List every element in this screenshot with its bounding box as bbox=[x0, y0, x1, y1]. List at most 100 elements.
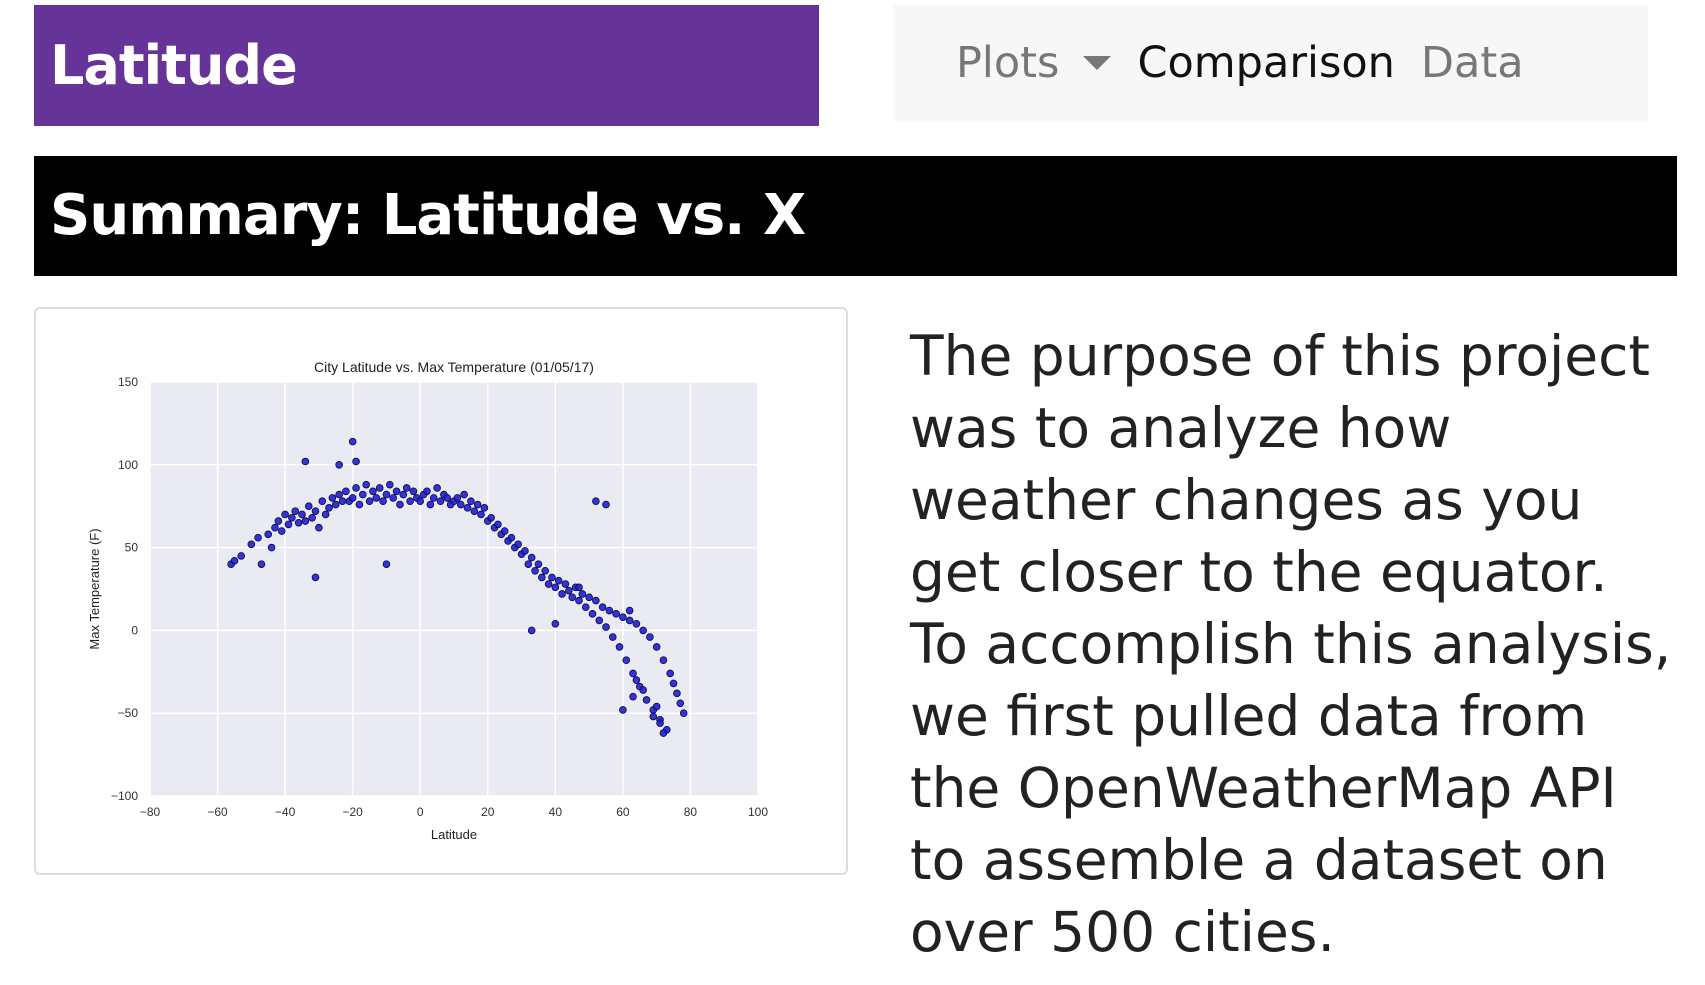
data-point bbox=[575, 583, 583, 592]
data-point bbox=[267, 543, 276, 552]
data-point bbox=[673, 689, 681, 698]
y-tick-label: −50 bbox=[118, 706, 139, 720]
data-point bbox=[392, 487, 401, 496]
data-point bbox=[585, 593, 593, 602]
data-point bbox=[358, 490, 367, 499]
data-point bbox=[291, 507, 300, 515]
data-point bbox=[467, 497, 475, 506]
chart-title: City Latitude vs. Max Temperature (01/05… bbox=[314, 359, 594, 375]
data-point bbox=[659, 656, 668, 665]
data-point bbox=[372, 494, 381, 502]
data-point bbox=[399, 490, 408, 499]
chart-card: −80 −60 −40 −20 0 20 40 60 80 100 150 100 50 0 −50 −100… bbox=[34, 307, 848, 875]
data-point bbox=[416, 497, 425, 506]
data-point bbox=[230, 557, 239, 565]
y-tick-label: −100 bbox=[111, 789, 138, 803]
nav-comparison-link[interactable]: Comparison bbox=[1137, 38, 1395, 88]
data-point bbox=[338, 497, 347, 506]
y-tick-label: 50 bbox=[125, 541, 139, 555]
data-point bbox=[382, 490, 391, 499]
data-point bbox=[619, 706, 627, 714]
data-point bbox=[622, 656, 631, 665]
brand-title[interactable]: Latitude bbox=[34, 5, 819, 126]
y-tick-label: 150 bbox=[118, 375, 138, 389]
data-point bbox=[514, 540, 522, 549]
data-point bbox=[456, 500, 465, 509]
data-point bbox=[315, 523, 323, 532]
data-point bbox=[426, 500, 435, 509]
data-point bbox=[453, 494, 462, 502]
data-point bbox=[331, 500, 340, 509]
data-point bbox=[669, 679, 678, 688]
data-point bbox=[527, 626, 536, 635]
data-point bbox=[460, 490, 468, 499]
data-point bbox=[304, 502, 313, 511]
data-point bbox=[527, 553, 536, 562]
page-banner: Summary: Latitude vs. X bbox=[34, 156, 1677, 276]
data-point bbox=[311, 573, 320, 582]
plot-background bbox=[150, 382, 758, 796]
data-point bbox=[342, 487, 350, 496]
data-point bbox=[369, 487, 377, 496]
data-point bbox=[521, 547, 529, 555]
data-point bbox=[480, 504, 489, 512]
data-point bbox=[247, 540, 256, 549]
data-point bbox=[389, 494, 398, 502]
data-point bbox=[602, 623, 610, 631]
data-point bbox=[294, 518, 303, 527]
x-tick-label: −60 bbox=[207, 805, 228, 819]
data-point bbox=[602, 500, 610, 509]
nav-plots-dropdown[interactable]: Plots bbox=[956, 38, 1112, 88]
data-point bbox=[335, 490, 343, 499]
data-point bbox=[612, 610, 620, 618]
data-point bbox=[548, 573, 556, 582]
data-point bbox=[565, 586, 573, 595]
nav-data-link[interactable]: Data bbox=[1420, 38, 1524, 88]
data-point bbox=[679, 709, 688, 718]
data-point bbox=[433, 484, 441, 492]
data-point bbox=[301, 517, 310, 525]
data-point bbox=[386, 480, 394, 489]
data-point bbox=[629, 669, 637, 678]
data-point bbox=[595, 616, 604, 625]
data-point bbox=[642, 696, 651, 704]
data-point bbox=[301, 457, 310, 466]
data-point bbox=[551, 619, 560, 628]
data-point bbox=[666, 669, 674, 678]
x-tick-label: −40 bbox=[275, 805, 296, 819]
data-point bbox=[551, 583, 560, 592]
data-point bbox=[355, 500, 364, 509]
y-tick-label: 100 bbox=[118, 458, 138, 472]
data-point bbox=[639, 686, 647, 694]
data-point bbox=[598, 603, 607, 612]
data-point bbox=[473, 500, 482, 509]
data-point bbox=[652, 702, 661, 711]
data-point bbox=[646, 633, 654, 641]
data-point bbox=[352, 484, 360, 492]
data-point bbox=[352, 457, 360, 466]
data-point bbox=[656, 719, 664, 727]
data-point bbox=[625, 616, 634, 625]
data-point bbox=[487, 513, 495, 522]
data-point bbox=[632, 619, 641, 628]
data-point bbox=[257, 560, 266, 568]
data-point bbox=[625, 606, 634, 615]
data-point bbox=[608, 633, 617, 641]
data-point bbox=[554, 576, 563, 585]
data-point bbox=[541, 566, 550, 575]
data-point bbox=[396, 500, 404, 509]
y-tick-label: 0 bbox=[131, 623, 138, 637]
data-point bbox=[311, 507, 320, 515]
data-point bbox=[277, 527, 286, 535]
data-point bbox=[264, 530, 273, 539]
data-point bbox=[335, 461, 343, 469]
data-point bbox=[325, 504, 333, 512]
y-axis-label: Max Temperature (F) bbox=[87, 528, 102, 649]
nav-plots-label: Plots bbox=[956, 38, 1060, 88]
chevron-down-icon bbox=[1083, 56, 1112, 70]
x-axis-label: Latitude bbox=[431, 827, 477, 842]
data-point bbox=[581, 603, 590, 612]
data-point bbox=[429, 494, 438, 502]
data-point bbox=[544, 580, 553, 588]
data-point bbox=[288, 513, 296, 522]
